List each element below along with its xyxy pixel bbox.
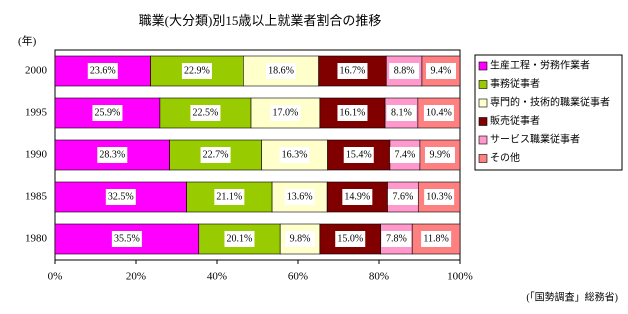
data-label: 10.3% bbox=[426, 191, 452, 202]
label-box bbox=[424, 147, 455, 163]
label-box bbox=[214, 189, 245, 205]
x-tick-label: 0% bbox=[48, 271, 63, 283]
data-label: 16.1% bbox=[340, 107, 366, 118]
x-tick-label: 100% bbox=[447, 271, 473, 283]
data-label: 16.3% bbox=[282, 149, 308, 160]
label-box bbox=[421, 231, 452, 247]
label-box bbox=[381, 231, 412, 247]
y-axis-label: (年) bbox=[18, 34, 37, 48]
label-box bbox=[97, 147, 128, 163]
data-label: 21.1% bbox=[216, 191, 242, 202]
legend-label: 専門的・技術的職業従事者 bbox=[490, 95, 610, 108]
y-tick-label: 1985 bbox=[25, 191, 48, 203]
label-box bbox=[424, 189, 455, 205]
label-box bbox=[387, 189, 418, 205]
data-label: 9.4% bbox=[431, 65, 452, 76]
data-label: 7.4% bbox=[394, 149, 415, 160]
chart-title: 職業(大分類)別15歳以上就業者割合の推移 bbox=[139, 13, 382, 28]
data-label: 20.1% bbox=[227, 233, 253, 244]
label-box bbox=[181, 63, 212, 79]
label-box bbox=[87, 63, 118, 79]
data-label: 14.9% bbox=[344, 191, 370, 202]
data-label: 32.5% bbox=[108, 191, 134, 202]
label-box bbox=[265, 63, 296, 79]
data-label: 25.9% bbox=[95, 107, 121, 118]
legend-swatch bbox=[478, 135, 488, 145]
legend-swatch bbox=[478, 117, 488, 126]
label-box bbox=[386, 105, 417, 121]
data-label: 15.0% bbox=[337, 233, 363, 244]
label-box bbox=[224, 231, 255, 247]
data-label: 22.7% bbox=[203, 149, 229, 160]
data-label: 23.6% bbox=[90, 65, 116, 76]
label-box bbox=[190, 105, 221, 121]
label-box bbox=[342, 189, 373, 205]
legend-label: サービス職業従事者 bbox=[490, 132, 580, 145]
legend-label: 事務従事者 bbox=[490, 77, 540, 90]
label-box bbox=[111, 231, 142, 247]
label-box bbox=[389, 147, 420, 163]
data-label: 10.4% bbox=[426, 107, 452, 118]
x-tick-label: 20% bbox=[126, 271, 146, 283]
bar-segment bbox=[271, 181, 328, 213]
label-box bbox=[389, 63, 420, 79]
data-label: 7.6% bbox=[392, 191, 413, 202]
legend-label: 販売従事者 bbox=[490, 114, 540, 127]
legend-swatch bbox=[478, 61, 488, 71]
legend-swatch bbox=[478, 154, 488, 163]
data-label: 9.8% bbox=[290, 233, 311, 244]
label-box bbox=[285, 231, 316, 247]
data-label: 8.1% bbox=[391, 107, 412, 118]
x-tick-label: 60% bbox=[288, 271, 308, 283]
y-tick-label: 1980 bbox=[25, 233, 48, 245]
data-label: 18.6% bbox=[268, 65, 294, 76]
data-label: 8.8% bbox=[394, 65, 415, 76]
label-box bbox=[105, 189, 136, 205]
data-label: 28.3% bbox=[99, 149, 125, 160]
label-box bbox=[423, 105, 454, 121]
source: (「国勢調査」総務省) bbox=[526, 290, 618, 303]
data-label: 35.5% bbox=[114, 233, 140, 244]
legend-box bbox=[474, 54, 623, 171]
label-box bbox=[343, 147, 374, 163]
data-label: 17.0% bbox=[273, 107, 299, 118]
label-box bbox=[200, 147, 231, 163]
data-label: 22.5% bbox=[193, 107, 219, 118]
y-tick-label: 1990 bbox=[25, 149, 48, 161]
label-box bbox=[284, 189, 315, 205]
label-box bbox=[337, 105, 368, 121]
data-label: 15.4% bbox=[346, 149, 372, 160]
label-box bbox=[425, 63, 456, 79]
label-box bbox=[279, 147, 310, 163]
label-box bbox=[270, 105, 301, 121]
label-box bbox=[337, 63, 368, 79]
x-tick-label: 80% bbox=[369, 271, 389, 283]
data-label: 11.8% bbox=[423, 233, 448, 244]
y-tick-label: 1995 bbox=[25, 107, 48, 119]
label-box bbox=[92, 105, 123, 121]
data-label: 22.9% bbox=[184, 65, 210, 76]
x-tick-label: 40% bbox=[207, 271, 227, 283]
legend-swatch bbox=[478, 80, 488, 89]
y-tick-label: 2000 bbox=[25, 65, 48, 77]
bar-segment bbox=[411, 223, 461, 255]
legend-label: その他 bbox=[490, 151, 520, 164]
data-label: 7.8% bbox=[386, 233, 407, 244]
data-label: 16.7% bbox=[340, 65, 366, 76]
data-label: 13.6% bbox=[287, 191, 313, 202]
data-label: 9.9% bbox=[430, 149, 451, 160]
legend-label: 生産工程・労務作業者 bbox=[490, 58, 590, 71]
legend-swatch bbox=[478, 98, 488, 108]
label-box bbox=[335, 231, 366, 247]
